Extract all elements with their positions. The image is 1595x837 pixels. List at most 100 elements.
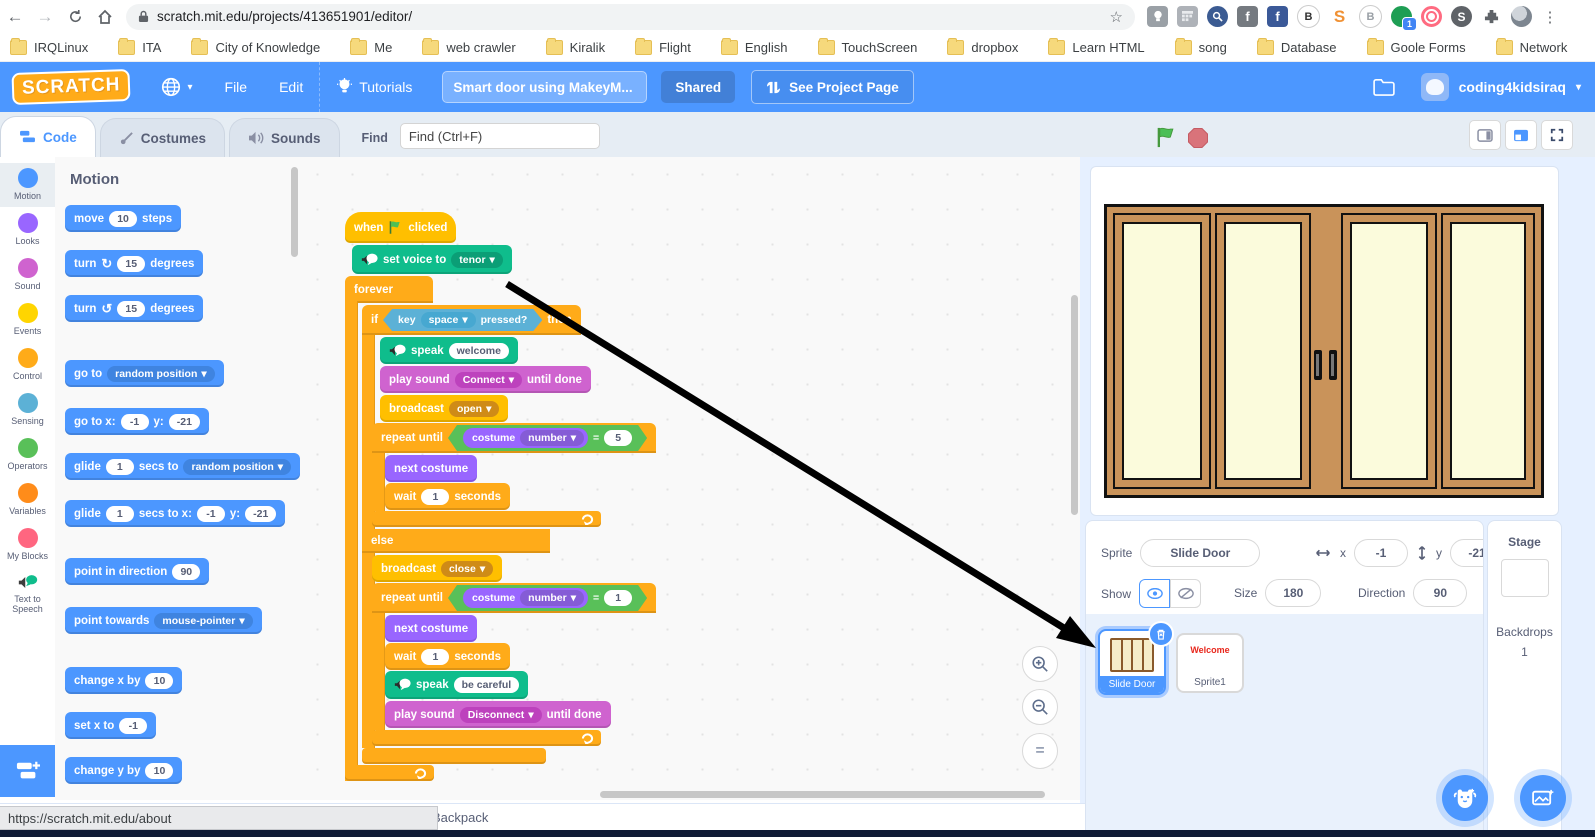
block-play-sound-disconnect[interactable]: play sound Disconnect ▾ until done bbox=[385, 701, 611, 728]
stop-icon[interactable] bbox=[1187, 127, 1209, 149]
user-menu[interactable]: coding4kidsiraq ▾ bbox=[1372, 73, 1581, 101]
palette-block-set-x[interactable]: set x to -1 bbox=[65, 712, 157, 739]
tutorials-menu[interactable]: Tutorials bbox=[321, 62, 428, 112]
block-speak-be-careful[interactable]: speak be careful bbox=[385, 671, 529, 699]
refresh-icon[interactable] bbox=[60, 3, 90, 31]
tab-sounds[interactable]: Sounds bbox=[229, 118, 340, 157]
block-repeat-until-1[interactable]: repeat until costume number ▾ = 1 bbox=[372, 583, 657, 613]
costume-number-reporter[interactable]: costume number ▾ bbox=[463, 428, 588, 448]
bookmark-item[interactable]: City of Knowledge bbox=[191, 37, 320, 55]
code-canvas[interactable]: forever when clicked set voice to tenor ▾… bbox=[300, 157, 1080, 800]
delete-sprite-icon[interactable] bbox=[1148, 621, 1174, 647]
palette-block-glide-xy[interactable]: glide 1 secs to x: -1 y: -21 bbox=[65, 500, 286, 527]
lightbulb-extension-icon[interactable] bbox=[1147, 6, 1168, 27]
category-my-blocks[interactable]: My Blocks bbox=[0, 523, 55, 567]
bookmark-item[interactable]: Kiralik bbox=[545, 37, 605, 55]
condition-costume-equals-5[interactable]: costume number ▾ = 5 bbox=[448, 425, 647, 451]
palette-block-move[interactable]: move 10 steps bbox=[65, 205, 182, 232]
palette-block-goto[interactable]: go to random position ▾ bbox=[65, 360, 224, 387]
browser-profile-avatar[interactable] bbox=[1511, 6, 1532, 27]
add-sprite-button[interactable] bbox=[1442, 775, 1488, 821]
bookmark-item[interactable]: TouchScreen bbox=[817, 37, 917, 55]
bookmark-item[interactable]: song bbox=[1174, 37, 1227, 55]
category-control[interactable]: Control bbox=[0, 343, 55, 387]
category-variables[interactable]: Variables bbox=[0, 478, 55, 522]
palette-block-point-towards[interactable]: point towards mouse-pointer ▾ bbox=[65, 607, 262, 634]
search-extension-icon[interactable] bbox=[1207, 6, 1228, 27]
bookmark-item[interactable]: Database bbox=[1256, 37, 1337, 55]
back-icon[interactable]: ← bbox=[6, 6, 24, 26]
sprite-y-input[interactable]: -21 bbox=[1450, 539, 1483, 567]
category-looks[interactable]: Looks bbox=[0, 208, 55, 252]
calculator-extension-icon[interactable] bbox=[1177, 6, 1198, 27]
palette-block-turn-cw[interactable]: turn ↻ 15 degrees bbox=[65, 250, 204, 277]
block-when-flag-clicked[interactable]: when clicked bbox=[345, 212, 457, 243]
block-if-then[interactable]: if key space ▾ pressed? then bbox=[362, 305, 581, 335]
category-motion[interactable]: Motion bbox=[0, 163, 55, 207]
block-broadcast-open[interactable]: broadcast open ▾ bbox=[380, 395, 509, 422]
stage-viewport[interactable] bbox=[1090, 166, 1559, 516]
palette-block-change-y[interactable]: change y by 10 bbox=[65, 757, 183, 784]
shared-button[interactable]: Shared bbox=[661, 71, 736, 103]
costume-number-reporter[interactable]: costume number ▾ bbox=[463, 588, 588, 608]
bookmark-item[interactable]: Network bbox=[1495, 37, 1567, 55]
facebook-gray-extension-icon[interactable]: f bbox=[1237, 6, 1258, 27]
palette-block-goto-xy[interactable]: go to x: -1 y: -21 bbox=[65, 408, 209, 435]
bookmark-item[interactable]: Goole Forms bbox=[1366, 37, 1466, 55]
category-operators[interactable]: Operators bbox=[0, 433, 55, 477]
slide-door-sprite[interactable] bbox=[1104, 204, 1544, 498]
sprite-x-input[interactable]: -1 bbox=[1354, 539, 1408, 567]
green-flag-icon[interactable] bbox=[1155, 126, 1178, 149]
size-input[interactable]: 180 bbox=[1265, 579, 1322, 607]
sprite-thumbnail-slide-door[interactable]: Slide Door bbox=[1098, 621, 1174, 695]
block-set-voice[interactable]: set voice to tenor ▾ bbox=[352, 245, 512, 274]
fullscreen-button[interactable] bbox=[1541, 120, 1573, 150]
bookmark-item[interactable]: Me bbox=[350, 37, 392, 55]
direction-input[interactable]: 90 bbox=[1413, 579, 1468, 607]
browser-menu-icon[interactable]: ⋮ bbox=[1542, 8, 1558, 26]
vertical-scrollbar[interactable] bbox=[1071, 295, 1078, 515]
green-badge-extension-icon[interactable]: 1 bbox=[1391, 6, 1417, 31]
bookmark-item[interactable]: dropbox bbox=[947, 37, 1018, 55]
bookmark-item[interactable]: English bbox=[720, 37, 788, 55]
palette-block-change-x[interactable]: change x by 10 bbox=[65, 667, 183, 694]
palette-scrollbar[interactable] bbox=[291, 167, 298, 257]
category-events[interactable]: Events bbox=[0, 298, 55, 342]
bookmark-item[interactable]: Flight bbox=[635, 37, 691, 55]
tab-code[interactable]: Code bbox=[0, 116, 96, 157]
folder-icon[interactable] bbox=[1372, 78, 1395, 96]
palette-block-turn-ccw[interactable]: turn ↺ 15 degrees bbox=[65, 295, 204, 322]
bookmark-item[interactable]: ITA bbox=[118, 37, 161, 55]
condition-costume-equals-1[interactable]: costume number ▾ = 1 bbox=[448, 585, 647, 611]
block-forever[interactable]: forever bbox=[345, 276, 433, 303]
tab-costumes[interactable]: Costumes bbox=[99, 118, 226, 157]
address-bar[interactable]: scratch.mit.edu/projects/413651901/edito… bbox=[126, 3, 1135, 30]
block-else[interactable]: else bbox=[362, 529, 550, 553]
block-broadcast-close[interactable]: broadcast close ▾ bbox=[372, 555, 503, 582]
b-gray-extension-icon[interactable]: B bbox=[1359, 5, 1382, 28]
zoom-reset-button[interactable]: = bbox=[1022, 733, 1058, 769]
backdrop-thumbnail[interactable] bbox=[1500, 559, 1549, 597]
bookmark-item[interactable]: web crawler bbox=[422, 37, 516, 55]
scratch-logo[interactable]: SCRATCH bbox=[11, 68, 132, 106]
file-menu[interactable]: File bbox=[224, 79, 248, 95]
b-extension-icon[interactable]: B bbox=[1297, 5, 1320, 28]
block-wait-1[interactable]: wait 1 seconds bbox=[385, 483, 511, 510]
see-project-page-button[interactable]: See Project Page bbox=[751, 70, 914, 104]
sprite-name-input[interactable]: Slide Door bbox=[1140, 539, 1261, 567]
palette-block-point-direction[interactable]: point in direction 90 bbox=[65, 558, 210, 585]
bookmark-item[interactable]: IRQLinux bbox=[10, 37, 88, 55]
zoom-in-button[interactable] bbox=[1022, 646, 1058, 682]
bookmark-item[interactable]: Learn HTML bbox=[1048, 37, 1145, 55]
puzzle-extension-icon[interactable] bbox=[1481, 6, 1502, 27]
block-next-costume[interactable]: next costume bbox=[385, 455, 478, 482]
facebook-blue-extension-icon[interactable]: f bbox=[1267, 6, 1288, 27]
s-orange-extension-icon[interactable]: S bbox=[1329, 6, 1350, 27]
category-text-to-speech[interactable]: Text to Speech bbox=[0, 568, 55, 620]
category-sound[interactable]: Sound bbox=[0, 253, 55, 297]
block-wait-1[interactable]: wait 1 seconds bbox=[385, 643, 511, 670]
block-play-sound-connect[interactable]: play sound Connect ▾ until done bbox=[380, 366, 591, 393]
condition-key-pressed[interactable]: key space ▾ pressed? bbox=[383, 309, 542, 331]
zoom-out-button[interactable] bbox=[1022, 689, 1058, 725]
sprite-thumbnail-sprite1[interactable]: Welcome Sprite1 bbox=[1176, 633, 1244, 693]
